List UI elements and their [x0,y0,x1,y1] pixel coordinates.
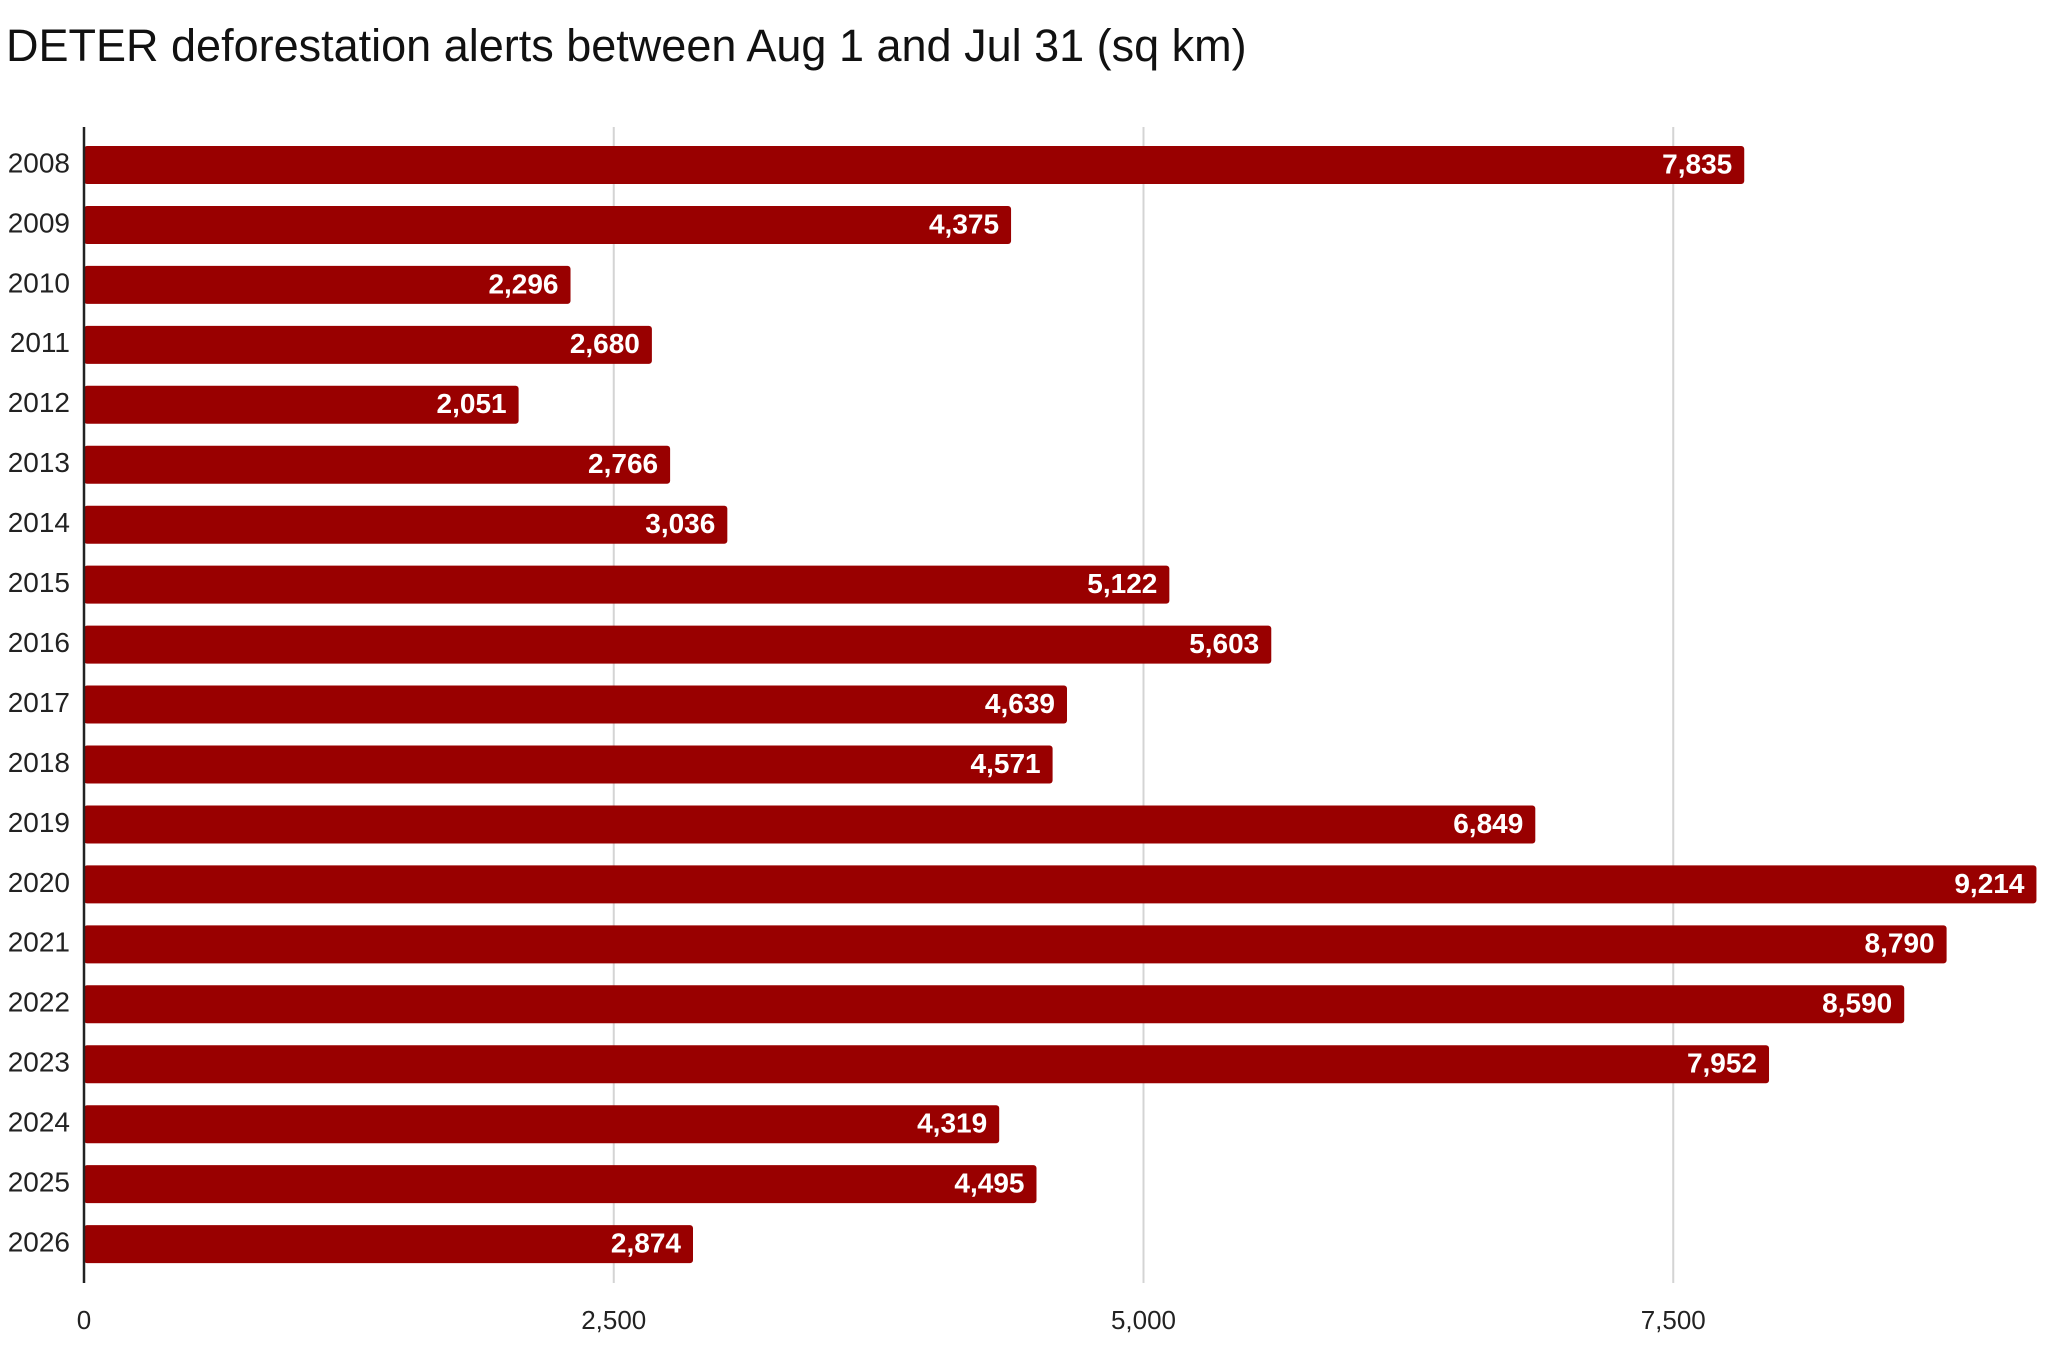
bar-value-label: 5,122 [1087,568,1157,599]
bar-labels: 2008 7,835 2009 4,375 2010 2,296 2011 2,680 2012… [8,147,2025,1258]
bar-value-label: 4,375 [929,208,999,239]
bar-2012 [84,385,519,424]
y-category-label: 2022 [8,987,70,1018]
bar-2019 [84,805,1536,844]
y-category-label: 2009 [8,207,70,238]
bar-value-label: 4,495 [954,1168,1024,1199]
y-category-label: 2013 [8,447,70,478]
axes: 0 2,500 5,000 7,500 [77,127,1706,1335]
y-category-label: 2020 [8,867,70,898]
y-category-label: 2024 [8,1107,70,1138]
bar-value-label: 3,036 [645,508,715,539]
bar-2018 [84,745,1053,784]
bar-value-label: 2,296 [488,268,558,299]
bars [84,146,2037,1264]
y-category-label: 2012 [8,387,70,418]
y-category-label: 2011 [10,327,70,358]
bar-2009 [84,205,1012,244]
bar-2014 [84,505,728,544]
x-tick-label: 7,500 [1641,1305,1706,1335]
bar-value-label: 7,952 [1687,1048,1757,1079]
bar-value-label: 4,571 [971,748,1041,779]
bar-value-label: 4,639 [985,688,1055,719]
y-category-label: 2023 [8,1047,70,1078]
bar-2015 [84,565,1170,604]
bar-value-label: 7,835 [1662,148,1732,179]
bar-2017 [84,685,1068,724]
bar-2016 [84,625,1272,664]
bar-2025 [84,1165,1037,1204]
bar-2026 [84,1225,694,1264]
y-category-label: 2025 [8,1167,70,1198]
y-category-label: 2015 [8,567,70,598]
y-category-label: 2014 [8,507,70,538]
bar-value-label: 8,790 [1865,928,1935,959]
x-tick-label: 0 [77,1305,91,1335]
x-tick-label: 2,500 [581,1305,646,1335]
bar-value-label: 5,603 [1189,628,1259,659]
bar-2023 [84,1045,1770,1084]
x-tick-label: 5,000 [1111,1305,1176,1335]
y-category-label: 2026 [8,1226,70,1257]
y-category-label: 2008 [8,147,70,178]
bar-value-label: 2,680 [570,328,640,359]
y-category-label: 2021 [8,927,70,958]
bar-value-label: 9,214 [1954,868,2024,899]
chart-title: DETER deforestation alerts between Aug 1… [6,20,1247,71]
bar-2020 [84,865,2037,904]
bar-value-label: 2,874 [611,1227,681,1258]
y-category-label: 2010 [8,267,70,298]
y-category-label: 2016 [8,627,70,658]
bar-value-label: 8,590 [1822,988,1892,1019]
bar-2021 [84,925,1947,964]
y-category-label: 2017 [8,687,70,718]
bar-2010 [84,265,571,304]
bar-2011 [84,325,652,364]
y-category-label: 2019 [8,807,70,838]
bar-value-label: 4,319 [917,1108,987,1139]
bar-value-label: 2,766 [588,448,658,479]
y-category-label: 2018 [8,747,70,778]
bar-2013 [84,445,671,484]
bar-value-label: 2,051 [437,388,507,419]
bar-2022 [84,985,1905,1024]
bar-2024 [84,1105,1000,1144]
bar-2008 [84,146,1745,184]
bar-value-label: 6,849 [1453,808,1523,839]
